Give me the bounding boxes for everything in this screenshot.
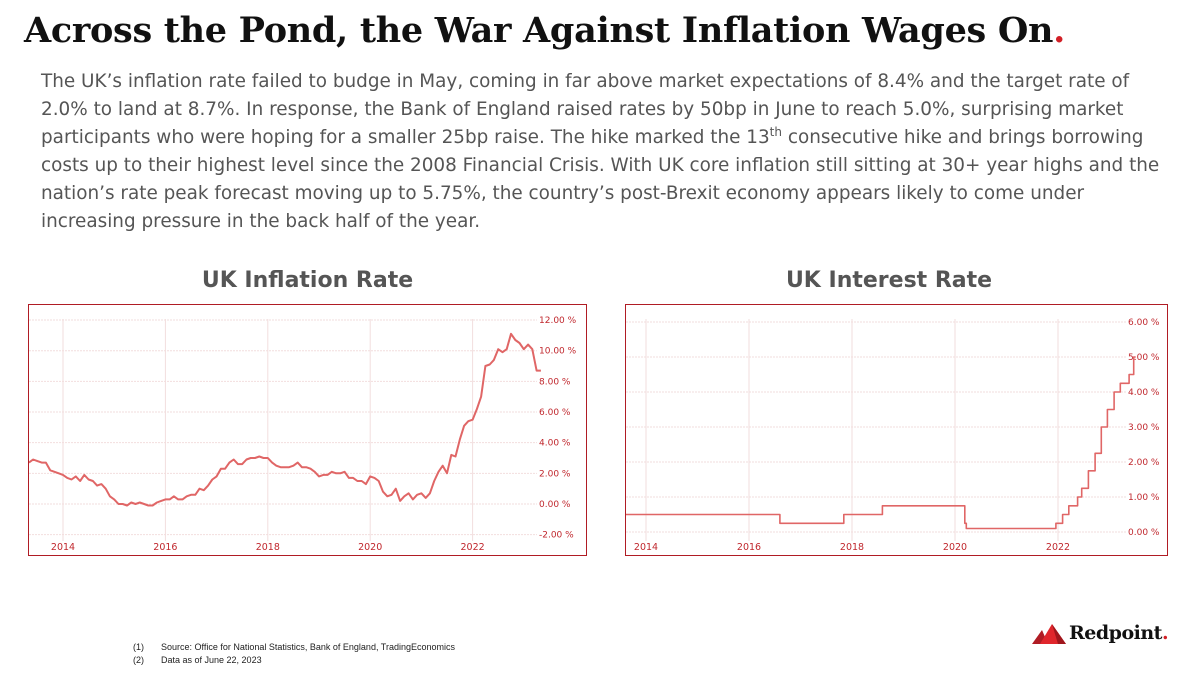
x-tick-label: 2018	[256, 542, 280, 553]
y-tick-label: 3.00 %	[1128, 423, 1160, 433]
x-tick-label: 2022	[1046, 542, 1070, 553]
y-tick-label: -2.00 %	[539, 531, 574, 541]
y-tick-label: 2.00 %	[539, 469, 571, 479]
inflation-chart: 2014 2016 2018 2020 2022 12.00 % 10.00 % 8.00 %…	[28, 304, 587, 556]
interest-chart-title: UK Interest Rate	[785, 268, 993, 293]
x-tick-label: 2020	[358, 542, 382, 553]
body-part1: The UK’s inflation rate failed to budge …	[41, 71, 1130, 148]
body-paragraph: The UK’s inflation rate failed to budge …	[41, 68, 1161, 236]
footnote-2: (2) Data as of June 22, 2023	[133, 655, 262, 665]
y-tick-label: 1.00 %	[1128, 493, 1160, 503]
x-tick-label: 2022	[461, 542, 485, 553]
x-tick-label: 2014	[634, 542, 658, 553]
inflation-chart-svg: 2014 2016 2018 2020 2022 12.00 % 10.00 % 8.00 %…	[29, 316, 577, 553]
x-tick-label: 2020	[943, 542, 967, 553]
body-sup: th	[769, 124, 782, 139]
y-tick-label: 4.00 %	[1128, 388, 1160, 398]
inflation-chart-title: UK Inflation Rate	[201, 268, 414, 293]
slide-title: Across the Pond, the War Against Inflati…	[24, 10, 1065, 51]
logo-text: Redpoint.	[1069, 622, 1169, 644]
redpoint-logo: Redpoint.	[1032, 622, 1169, 644]
logo-name: Redpoint	[1069, 622, 1162, 644]
footnote-text: Source: Office for National Statistics, …	[161, 642, 455, 652]
series-line	[29, 332, 541, 507]
x-tick-label: 2016	[153, 542, 177, 553]
title-text: Across the Pond, the War Against Inflati…	[24, 10, 1054, 51]
body-part2: consecutive hike and brings borrowing co…	[41, 127, 1160, 232]
y-tick-label: 5.00 %	[1128, 353, 1160, 363]
y-tick-label: 0.00 %	[1128, 528, 1160, 538]
series-line	[626, 356, 1136, 530]
footnote-text: Data as of June 22, 2023	[161, 655, 262, 665]
y-tick-label: 10.00 %	[539, 347, 577, 357]
y-tick-label: 4.00 %	[539, 439, 571, 449]
y-tick-label: 6.00 %	[539, 408, 571, 418]
y-tick-label: 2.00 %	[1128, 458, 1160, 468]
y-tick-label: 12.00 %	[539, 316, 577, 326]
logo-mark-icon	[1032, 624, 1066, 644]
y-tick-label: 0.00 %	[539, 500, 571, 510]
title-dot: .	[1053, 10, 1066, 51]
x-tick-label: 2018	[840, 542, 864, 553]
x-tick-label: 2014	[51, 542, 75, 553]
interest-chart-svg: 2014 2016 2018 2020 2022 6.00 % 5.00 % 4.00 % 3.…	[626, 318, 1160, 553]
x-tick-label: 2016	[737, 542, 761, 553]
interest-chart: 2014 2016 2018 2020 2022 6.00 % 5.00 % 4.00 % 3.…	[625, 304, 1168, 556]
y-tick-label: 6.00 %	[1128, 318, 1160, 328]
footnote-1: (1) Source: Office for National Statistic…	[133, 642, 455, 652]
logo-dot: .	[1161, 622, 1169, 644]
y-tick-label: 8.00 %	[539, 377, 571, 387]
footnote-num: (1)	[133, 642, 144, 652]
footnote-num: (2)	[133, 655, 144, 665]
